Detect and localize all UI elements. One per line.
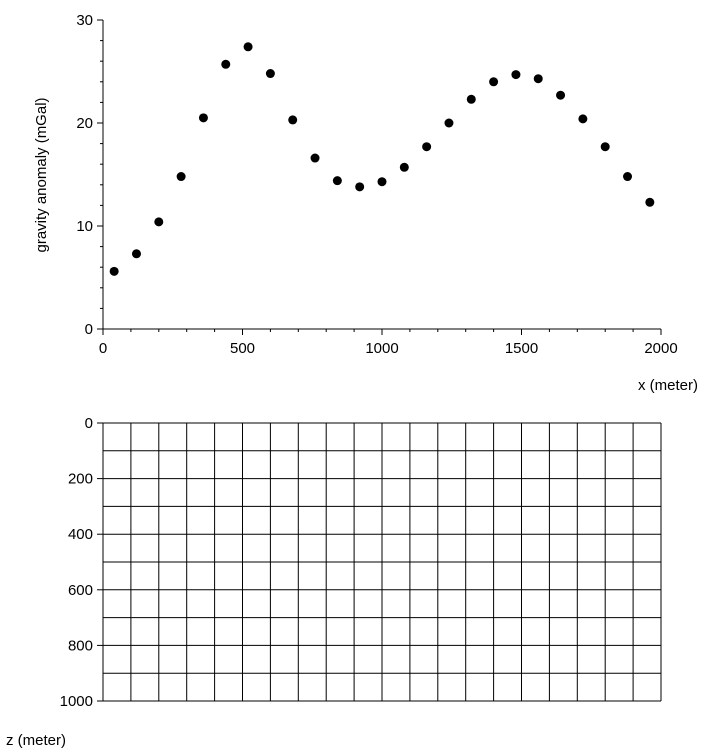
data-point [109,266,119,276]
x-tick-label: 1500 [505,340,538,357]
y-tick-label: 0 [85,321,93,338]
data-point [444,118,454,128]
x-axis-title: x (meter) [638,377,698,394]
data-point [265,69,275,79]
data-point [176,172,186,182]
data-point [332,176,342,186]
data-point [131,249,141,259]
top-y-ticks: 0 10 20 30 [76,12,103,338]
data-point [377,177,387,187]
z-tick-label: 200 [68,471,93,488]
z-tick-label: 400 [68,526,93,543]
data-point [600,142,610,152]
gravity-anomaly-chart: 0 500 1000 1500 2000 0 10 20 30 gravity anomaly… [33,12,698,394]
data-point [355,182,365,192]
data-point [399,162,409,172]
z-tick-label: 800 [68,637,93,654]
data-point [489,77,499,87]
data-point [466,94,476,104]
data-point [511,70,521,80]
x-tick-label: 1000 [365,340,398,357]
z-tick-label: 0 [85,415,93,432]
depth-grid-cells [102,422,662,702]
data-point [221,59,231,69]
data-point [154,217,164,227]
y-axis-title: gravity anomaly (mGal) [33,97,50,252]
data-point [422,142,432,152]
top-axes [102,20,661,330]
data-point [310,153,320,163]
y-tick-label: 10 [76,218,93,235]
y-tick-label: 20 [76,115,93,132]
data-point [198,113,208,123]
y-tick-label: 30 [76,12,93,29]
z-tick-label: 600 [68,582,93,599]
data-point [556,90,566,100]
gravity-points [109,42,655,276]
z-tick-label: 1000 [60,693,93,710]
data-point [645,197,655,207]
x-tick-label: 2000 [644,340,677,357]
data-point [533,74,543,84]
data-point [623,172,633,182]
data-point [578,114,588,124]
depth-grid-chart: 0 200 400 600 800 1000 z (meter) [6,415,662,749]
data-point [243,42,253,52]
data-point [288,115,298,125]
x-tick-label: 0 [99,340,107,357]
x-tick-label: 500 [230,340,255,357]
top-x-ticks: 0 500 1000 1500 2000 [99,329,678,357]
depth-y-ticks: 0 200 400 600 800 1000 [60,415,103,710]
z-axis-title: z (meter) [6,732,66,749]
